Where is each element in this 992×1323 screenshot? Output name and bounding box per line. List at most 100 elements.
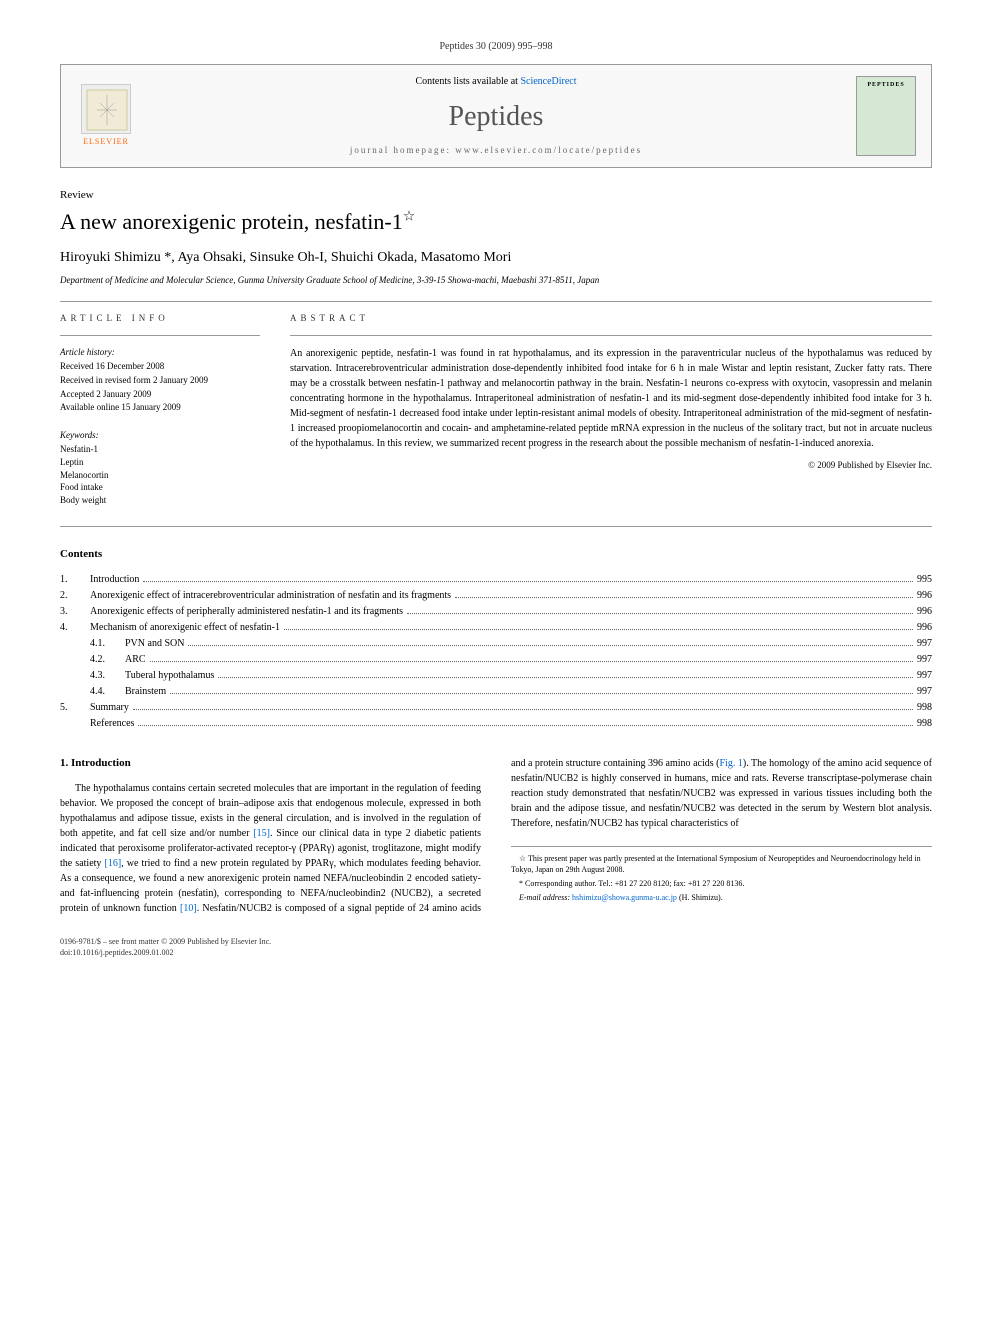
toc-num: 4.2. (90, 653, 125, 667)
toc-item[interactable]: References 998 (60, 717, 932, 731)
toc-item[interactable]: 5. Summary 998 (60, 701, 932, 715)
contents-text: Contents lists available at (415, 76, 520, 87)
footer-line: 0196-9781/$ – see front matter © 2009 Pu… (60, 936, 932, 947)
toc-subitem[interactable]: 4.1. PVN and SON 997 (60, 637, 932, 651)
toc-dots (284, 629, 913, 630)
email-link[interactable]: hshimizu@showa.gunma-u.ac.jp (572, 893, 677, 902)
journal-homepage: journal homepage: www.elsevier.com/locat… (156, 144, 836, 157)
contents-available: Contents lists available at ScienceDirec… (156, 75, 836, 89)
toc-label: Introduction (90, 573, 139, 587)
footnotes: ☆ This present paper was partly presente… (511, 846, 932, 904)
footnote-email: E-mail address: hshimizu@showa.gunma-u.a… (511, 892, 932, 903)
abstract-heading: ABSTRACT (290, 312, 932, 325)
abstract-divider (290, 335, 932, 336)
journal-reference: Peptides 30 (2009) 995–998 (60, 40, 932, 54)
info-divider (60, 335, 260, 336)
toc-label: Mechanism of anorexigenic effect of nesf… (90, 621, 280, 635)
info-abstract-row: ARTICLE INFO Article history: Received 1… (60, 312, 932, 506)
contents-heading: Contents (60, 547, 932, 562)
toc-num: 4.1. (90, 637, 125, 651)
toc-label: ARC (125, 653, 146, 667)
journal-header-box: ELSEVIER Contents lists available at Sci… (60, 64, 932, 168)
sciencedirect-link[interactable]: ScienceDirect (520, 76, 576, 87)
toc-page: 998 (917, 701, 932, 715)
toc-label: Brainstem (125, 685, 166, 699)
keywords-label: Keywords: (60, 429, 260, 442)
toc-subitem[interactable]: 4.3. Tuberal hypothalamus 997 (60, 669, 932, 683)
keyword: Nesfatin-1 (60, 443, 260, 456)
abstract-text: An anorexigenic peptide, nesfatin-1 was … (290, 346, 932, 451)
toc-subitem[interactable]: 4.2. ARC 997 (60, 653, 932, 667)
toc-num: 4. (60, 621, 90, 635)
elsevier-label: ELSEVIER (83, 136, 129, 147)
toc-num: 1. (60, 573, 90, 587)
toc-dots (218, 677, 913, 678)
keyword: Food intake (60, 481, 260, 494)
header-center: Contents lists available at ScienceDirec… (156, 75, 836, 157)
affiliation: Department of Medicine and Molecular Sci… (60, 274, 932, 287)
title-text: A new anorexigenic protein, nesfatin-1 (60, 209, 403, 234)
toc-item[interactable]: 2. Anorexigenic effect of intracerebrove… (60, 589, 932, 603)
history-label: Article history: (60, 346, 260, 359)
page-footer: 0196-9781/$ – see front matter © 2009 Pu… (60, 936, 932, 958)
toc-label: Summary (90, 701, 129, 715)
table-of-contents: 1. Introduction 995 2. Anorexigenic effe… (60, 573, 932, 731)
toc-page: 997 (917, 637, 932, 651)
authors: Hiroyuki Shimizu *, Aya Ohsaki, Sinsuke … (60, 248, 932, 268)
toc-num: 2. (60, 589, 90, 603)
toc-label: References (90, 717, 134, 731)
keyword: Body weight (60, 494, 260, 507)
toc-num: 5. (60, 701, 90, 715)
abstract-section: ABSTRACT An anorexigenic peptide, nesfat… (290, 312, 932, 506)
article-type: Review (60, 188, 932, 203)
toc-dots (188, 645, 913, 646)
toc-item[interactable]: 4. Mechanism of anorexigenic effect of n… (60, 621, 932, 635)
toc-dots (170, 693, 913, 694)
journal-cover-thumb: PEPTIDES (856, 76, 916, 156)
toc-dots (133, 709, 913, 710)
history-item: Received in revised form 2 January 2009 (60, 374, 260, 387)
toc-subitem[interactable]: 4.4. Brainstem 997 (60, 685, 932, 699)
footnote: ☆ This present paper was partly presente… (511, 853, 932, 875)
title-note-mark: ☆ (403, 210, 416, 225)
email-suffix: (H. Shimizu). (677, 893, 723, 902)
toc-label: Anorexigenic effect of intracerebroventr… (90, 589, 451, 603)
toc-label: PVN and SON (125, 637, 184, 651)
toc-page: 995 (917, 573, 932, 587)
toc-dots (150, 661, 913, 662)
toc-label: Anorexigenic effects of peripherally adm… (90, 605, 403, 619)
info-heading: ARTICLE INFO (60, 312, 260, 325)
history-item: Available online 15 January 2009 (60, 401, 260, 414)
toc-dots (407, 613, 913, 614)
toc-label: Tuberal hypothalamus (125, 669, 214, 683)
toc-page: 996 (917, 589, 932, 603)
elsevier-tree-icon (81, 84, 131, 134)
keyword: Leptin (60, 456, 260, 469)
body-section: 1. Introduction The hypothalamus contain… (60, 756, 932, 916)
ref-link[interactable]: [10] (180, 903, 197, 914)
email-label: E-mail address: (519, 893, 572, 902)
cover-title: PEPTIDES (867, 81, 904, 89)
fig-link[interactable]: Fig. 1 (719, 758, 742, 769)
keyword: Melanocortin (60, 469, 260, 482)
journal-name: Peptides (156, 97, 836, 136)
toc-dots (138, 725, 913, 726)
toc-page: 996 (917, 605, 932, 619)
article-title: A new anorexigenic protein, nesfatin-1☆ (60, 207, 932, 238)
history-item: Received 16 December 2008 (60, 360, 260, 373)
divider (60, 526, 932, 527)
toc-item[interactable]: 3. Anorexigenic effects of peripherally … (60, 605, 932, 619)
toc-page: 997 (917, 685, 932, 699)
toc-page: 997 (917, 653, 932, 667)
toc-num: 4.4. (90, 685, 125, 699)
toc-num: 4.3. (90, 669, 125, 683)
divider (60, 301, 932, 302)
section-heading: 1. Introduction (60, 756, 481, 771)
toc-page: 996 (917, 621, 932, 635)
ref-link[interactable]: [16] (105, 858, 122, 869)
toc-item[interactable]: 1. Introduction 995 (60, 573, 932, 587)
toc-page: 998 (917, 717, 932, 731)
footer-doi: doi:10.1016/j.peptides.2009.01.002 (60, 947, 932, 958)
ref-link[interactable]: [15] (253, 828, 270, 839)
toc-num: 3. (60, 605, 90, 619)
